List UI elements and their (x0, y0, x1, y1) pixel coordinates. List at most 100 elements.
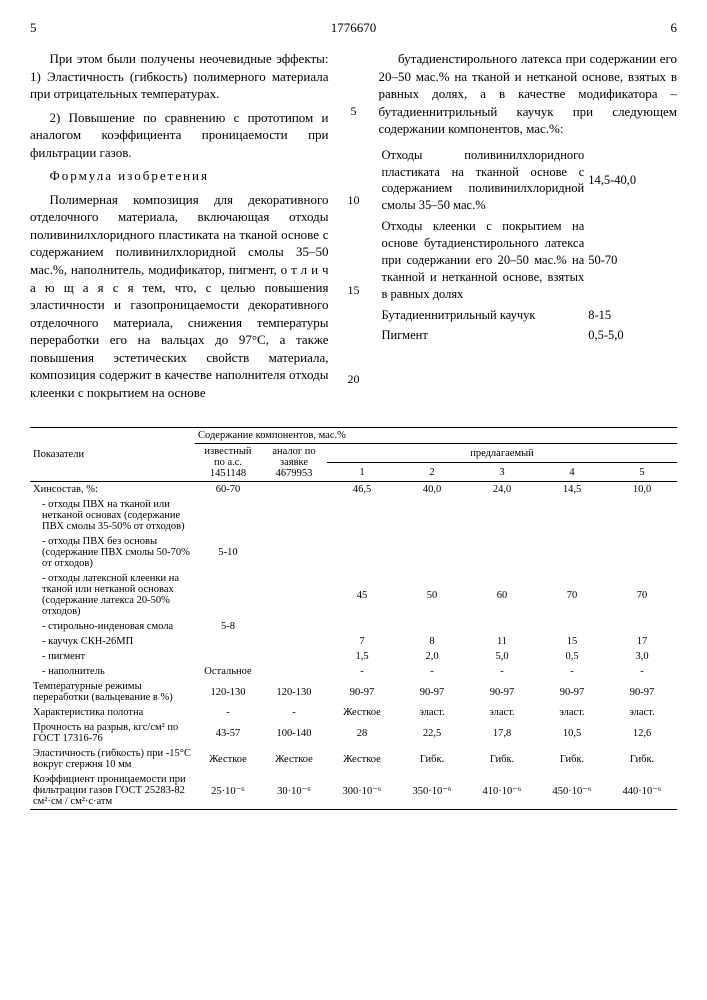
cell: - (261, 705, 327, 720)
table-row: - отходы ПВХ без основы (содержание ПВХ … (30, 534, 677, 571)
cell: 28 (327, 720, 397, 746)
cell: 90-97 (327, 679, 397, 705)
th-n1: 1 (327, 463, 397, 482)
cell: 17 (607, 634, 677, 649)
comp-row: Отходы клеенки с покрытием на основе бут… (381, 217, 676, 303)
cell: 90-97 (537, 679, 607, 705)
th-n3: 3 (467, 463, 537, 482)
comp-label: Отходы поливинилхлоридного пластиката на… (381, 146, 586, 216)
th-n5: 5 (607, 463, 677, 482)
cell: 5,0 (467, 649, 537, 664)
table-row: - отходы ПВХ на тканой или нетканой осно… (30, 497, 677, 534)
cell: эласт. (467, 705, 537, 720)
th-n4: 4 (537, 463, 607, 482)
comp-label: Отходы клеенки с покрытием на основе бут… (381, 217, 586, 303)
cell: 10,0 (607, 482, 677, 498)
cell (607, 497, 677, 534)
cell: 120-130 (261, 679, 327, 705)
cell: Жесткое (327, 705, 397, 720)
cell: 11 (467, 634, 537, 649)
cell: Гибк. (467, 746, 537, 772)
cell: 45 (327, 571, 397, 619)
row-label: - отходы ПВХ на тканой или нетканой осно… (30, 497, 195, 534)
cell: 90-97 (467, 679, 537, 705)
comp-row: Бутадиеннитрильный каучук8-15 (381, 306, 676, 325)
comp-val: 8-15 (587, 306, 675, 325)
cell (261, 664, 327, 679)
cell: - (467, 664, 537, 679)
table-row: Температурные режимы переработки (вальце… (30, 679, 677, 705)
cell: 46,5 (327, 482, 397, 498)
table-row: Прочность на разрыв, кгс/см² по ГОСТ 173… (30, 720, 677, 746)
cell (261, 482, 327, 498)
table-row: Характеристика полотна--Жесткоеэласт.эла… (30, 705, 677, 720)
row-label: - пигмент (30, 649, 195, 664)
cell: 8 (397, 634, 467, 649)
cell: 440·10⁻⁶ (607, 772, 677, 810)
cell: 120-130 (195, 679, 261, 705)
comp-val: 14,5-40,0 (587, 146, 675, 216)
cell: 43-57 (195, 720, 261, 746)
cell: 24,0 (467, 482, 537, 498)
line-num: 5 (347, 104, 361, 119)
cell: 17,8 (467, 720, 537, 746)
line-numbers: 5 10 15 20 (347, 50, 361, 407)
cell (195, 497, 261, 534)
row-label: - наполнитель (30, 664, 195, 679)
cell (537, 534, 607, 571)
cell (607, 619, 677, 634)
row-label: Температурные режимы переработки (вальце… (30, 679, 195, 705)
para-effects-1: При этом были получены неочевидные эффек… (30, 50, 329, 103)
row-label: Эластичность (гибкость) при -15°С вокруг… (30, 746, 195, 772)
th-analog: аналог по заявке 4679953 (261, 444, 327, 482)
row-label: Характеристика полотна (30, 705, 195, 720)
th-proposed: предлагаемый (327, 444, 677, 463)
table-row: - пигмент1,52,05,00,53,0 (30, 649, 677, 664)
cell: 40,0 (397, 482, 467, 498)
comp-row: Отходы поливинилхлоридного пластиката на… (381, 146, 676, 216)
table-row: - отходы латексной клеенки на тканой или… (30, 571, 677, 619)
document-number: 1776670 (331, 20, 377, 36)
line-num: 10 (347, 193, 361, 208)
page-num-left: 5 (30, 20, 37, 36)
row-label: - стирольно-инденовая смола (30, 619, 195, 634)
th-indicator: Показатели (30, 428, 195, 482)
cell: - (327, 664, 397, 679)
cell (261, 649, 327, 664)
comp-label: Бутадиеннитрильный каучук (381, 306, 586, 325)
cell: 90-97 (397, 679, 467, 705)
composition-list: Отходы поливинилхлоридного пластиката на… (379, 144, 678, 348)
cell: 0,5 (537, 649, 607, 664)
cell: 10,5 (537, 720, 607, 746)
right-column: бутадиенстирольного латекса при содержан… (379, 50, 678, 407)
formula-heading: Формула изобретения (30, 167, 329, 185)
page-num-right: 6 (671, 20, 678, 36)
cell: 100-140 (261, 720, 327, 746)
comp-val: 50-70 (587, 217, 675, 303)
cell: 410·10⁻⁶ (467, 772, 537, 810)
cell (261, 619, 327, 634)
row-label: - каучук СКН-26МП (30, 634, 195, 649)
cell: 7 (327, 634, 397, 649)
cell: - (607, 664, 677, 679)
cell: 300·10⁻⁶ (327, 772, 397, 810)
cell (261, 634, 327, 649)
cell (195, 571, 261, 619)
cell: 12,6 (607, 720, 677, 746)
cell: Жесткое (195, 746, 261, 772)
page-header: 5 1776670 6 (30, 20, 677, 36)
cell: - (195, 705, 261, 720)
cell (467, 619, 537, 634)
cell (537, 619, 607, 634)
cell (195, 649, 261, 664)
cell: эласт. (607, 705, 677, 720)
table-row: Коэффициент проницаемости при фильтрации… (30, 772, 677, 810)
cell (537, 497, 607, 534)
cell: 50 (397, 571, 467, 619)
cell: 14,5 (537, 482, 607, 498)
row-label: Хинсостав, %: (30, 482, 195, 498)
row-label: - отходы латексной клеенки на тканой или… (30, 571, 195, 619)
th-n2: 2 (397, 463, 467, 482)
para-claim: Полимерная композиция для декоративного … (30, 191, 329, 402)
cell (195, 634, 261, 649)
